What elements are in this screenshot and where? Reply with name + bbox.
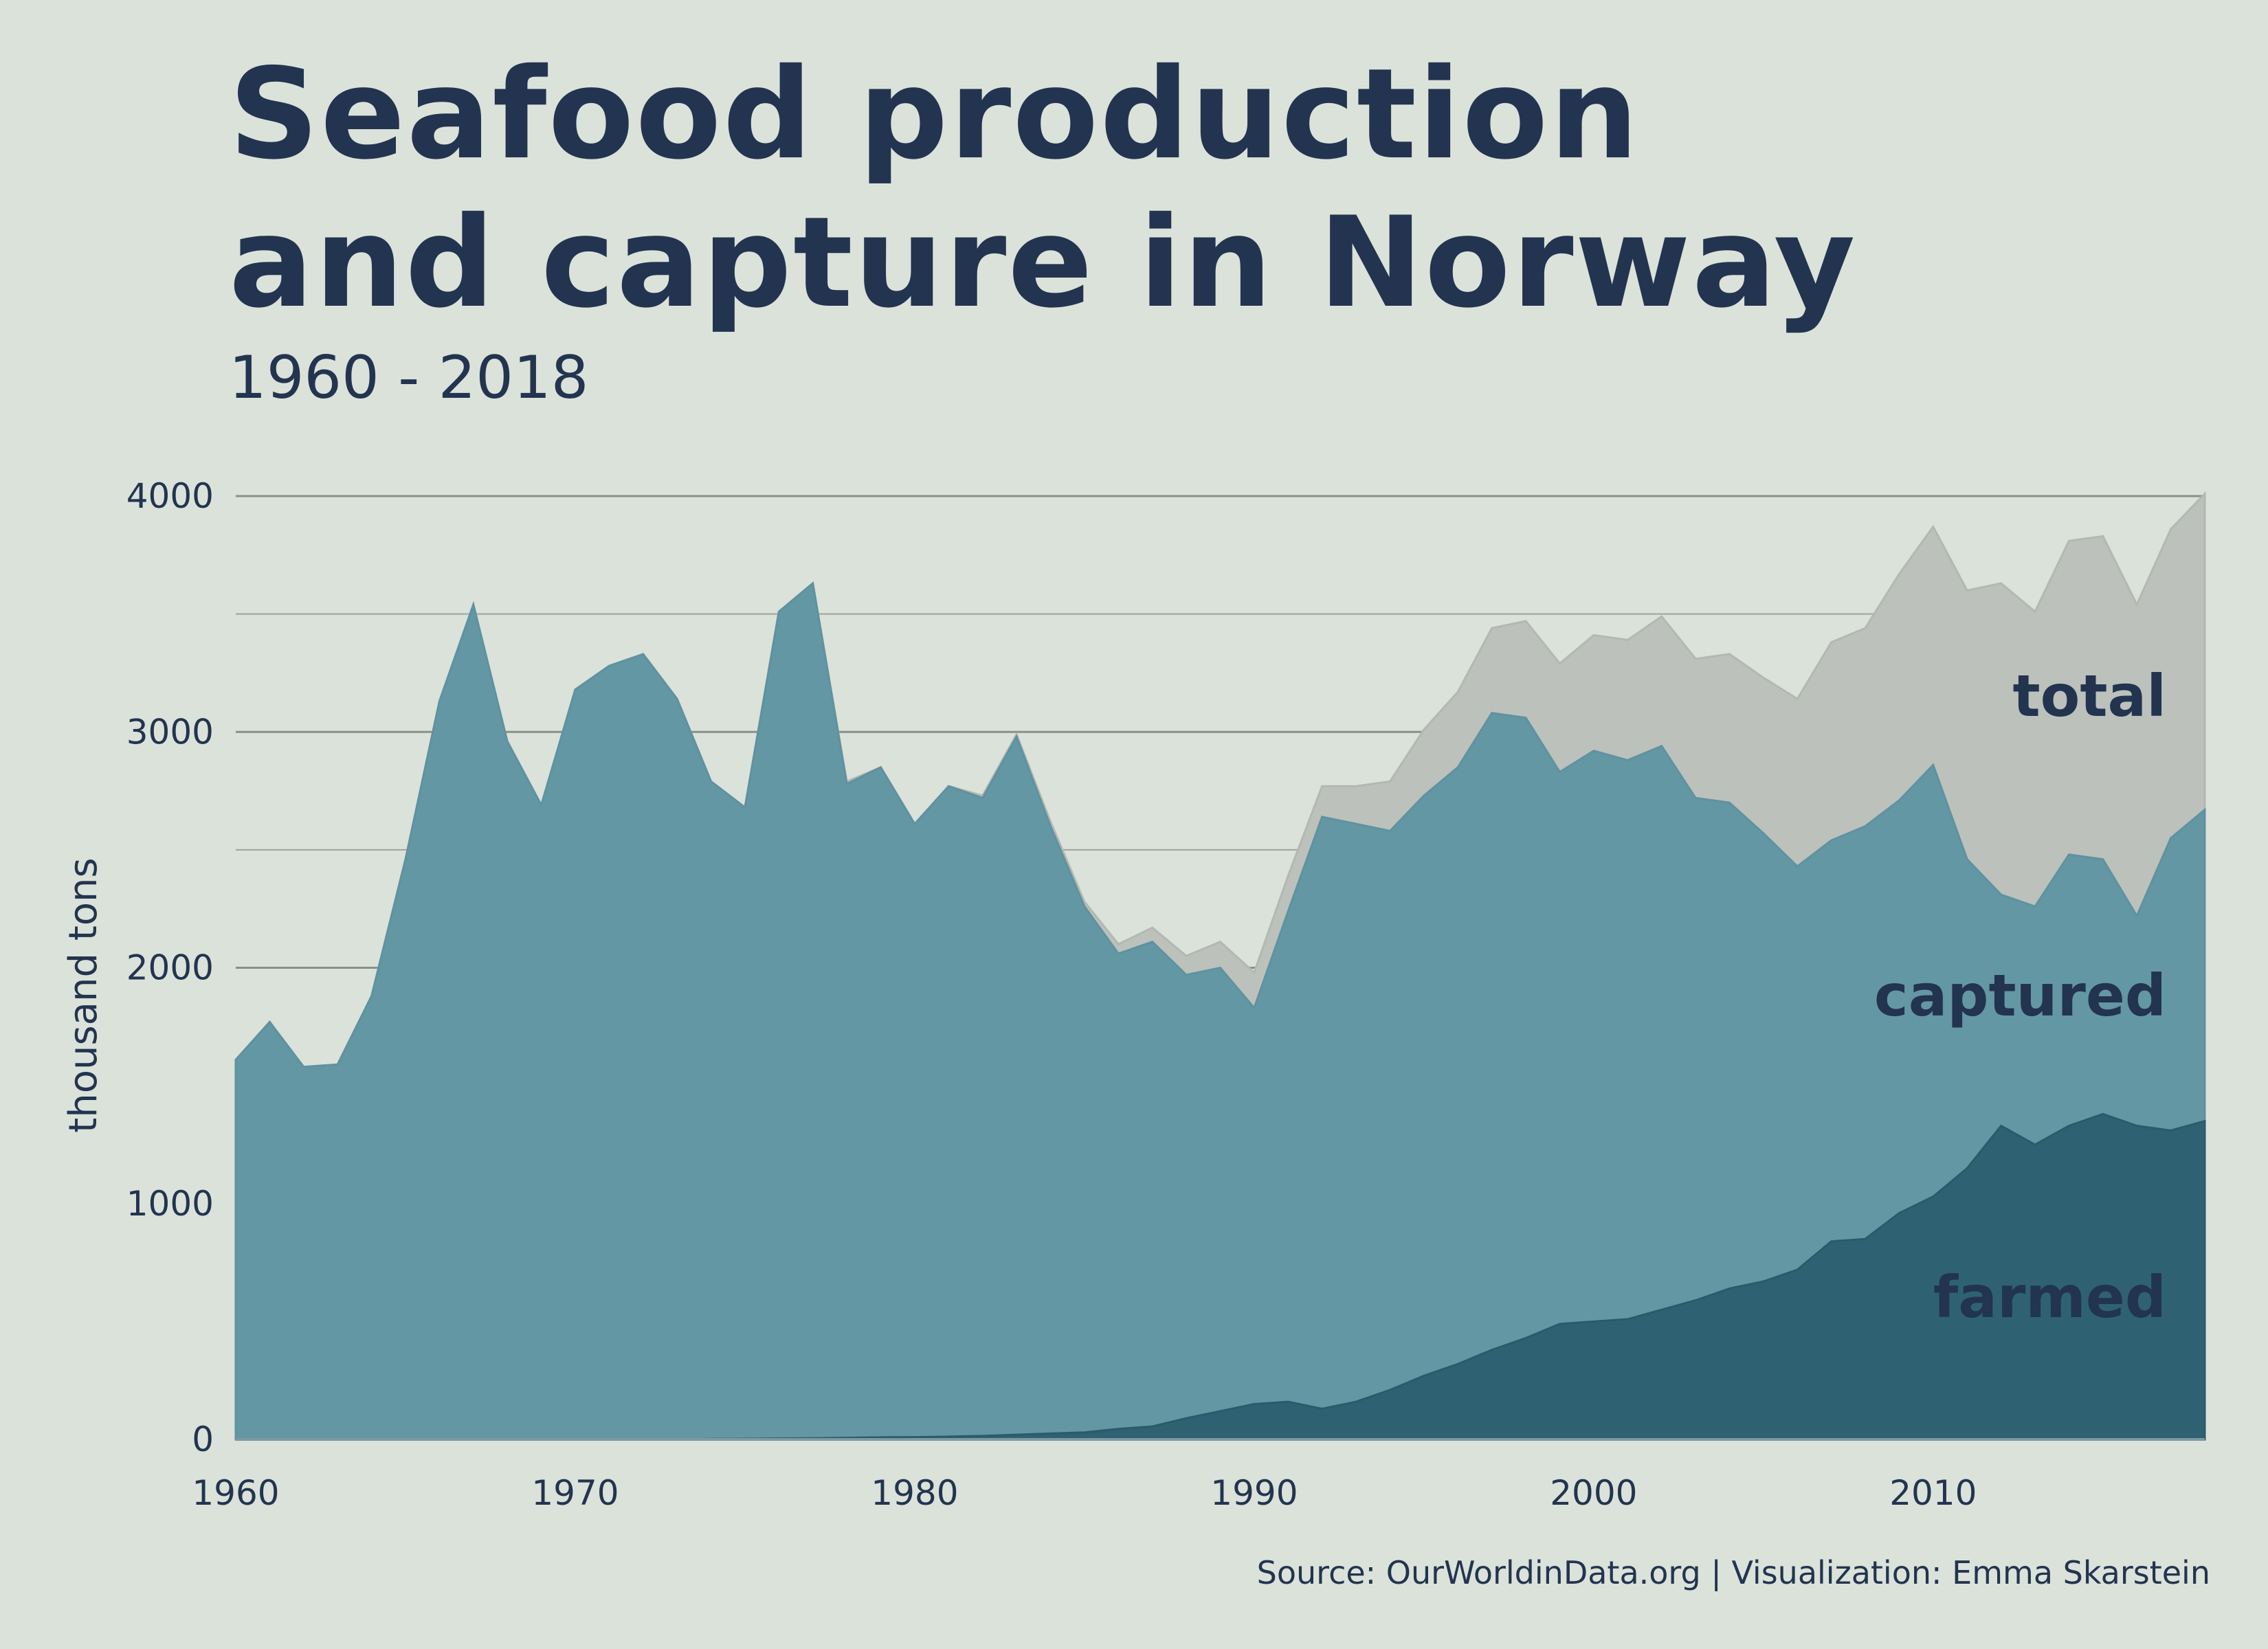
axis-layer: 0 1000 2000 3000 4000 1960 1970 1980 1990 2000 201… — [61, 476, 2205, 1513]
y-axis-title: thousand tons — [61, 857, 106, 1132]
x-tick-label: 2010 — [1889, 1473, 1977, 1513]
x-tick-label: 2000 — [1550, 1473, 1637, 1513]
y-tick-label: 1000 — [126, 1184, 214, 1224]
y-tick-label: 4000 — [126, 476, 214, 516]
page-title: Seafood production and capture in Norway — [229, 40, 1857, 337]
label-layer: total captured farmed — [1874, 662, 2166, 1331]
x-tick-label: 1980 — [871, 1473, 958, 1513]
area-captured — [234, 581, 2206, 1441]
x-tick-label: 1970 — [531, 1473, 619, 1513]
x-tick-label: 1960 — [192, 1473, 279, 1513]
y-tick-label: 3000 — [126, 712, 214, 752]
y-tick-label: 2000 — [126, 948, 214, 988]
source-note: Source: OurWorldinData.org | Visualizati… — [1256, 1554, 2210, 1591]
series-label-farmed: farmed — [1933, 1264, 2166, 1331]
y-tick-label: 0 — [192, 1420, 214, 1459]
title-line-1: Seafood production — [229, 41, 1641, 187]
page-subtitle: 1960 - 2018 — [229, 344, 589, 412]
title-line-2: and capture in Norway — [229, 190, 1857, 335]
series-label-captured: captured — [1874, 962, 2166, 1029]
area-layer — [234, 491, 2206, 1441]
series-label-total: total — [2013, 662, 2167, 730]
x-tick-label: 1990 — [1210, 1473, 1298, 1513]
